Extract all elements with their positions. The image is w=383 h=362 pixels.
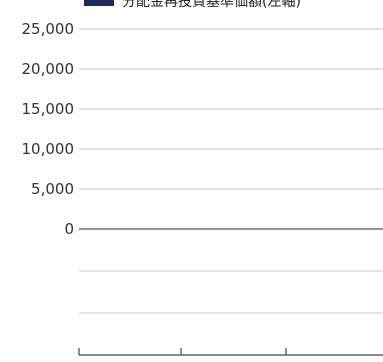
x-axis [78,348,383,356]
gridlines [79,28,383,230]
lower-gridlines [79,270,383,314]
y-axis-ticks: 25,000 20,000 15,000 10,000 5,000 0 [22,20,75,238]
y-tick-label: 20,000 [22,60,75,78]
y-tick-label: 25,000 [22,20,75,38]
y-tick-label: 5,000 [31,180,74,198]
y-tick-label: 15,000 [22,100,75,118]
y-tick-label: 10,000 [22,140,75,158]
legend-swatch [84,0,114,6]
legend-label: 分配金再投資基準価額(左軸) [122,0,301,10]
legend: 分配金再投資基準価額(左軸) [84,0,301,10]
y-tick-label: 0 [64,220,74,238]
